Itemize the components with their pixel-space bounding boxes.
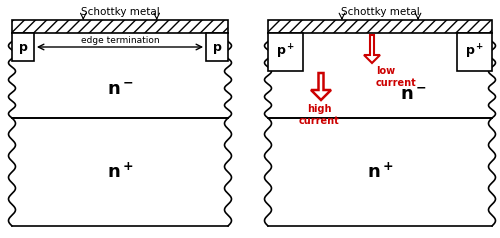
Bar (268, 20, 492, 33)
Text: edge termination: edge termination (80, 36, 160, 45)
Text: low
current: low current (376, 66, 417, 88)
Text: Schottky metal: Schottky metal (80, 7, 160, 17)
Bar (12, 20, 228, 33)
Bar (12, 20, 228, 33)
Text: $\mathbf{n^-}$: $\mathbf{n^-}$ (400, 85, 427, 104)
Bar (268, 20, 492, 33)
Bar (206, 33, 228, 61)
Polygon shape (311, 73, 331, 100)
Text: p: p (18, 40, 28, 54)
Polygon shape (364, 35, 380, 63)
Text: Schottky metal: Schottky metal (340, 7, 419, 17)
Text: $\mathbf{n^+}$: $\mathbf{n^+}$ (106, 162, 134, 182)
Bar (457, 33, 492, 71)
Text: high
current: high current (298, 104, 340, 126)
Text: p: p (212, 40, 222, 54)
Text: $\mathbf{n^-}$: $\mathbf{n^-}$ (106, 80, 134, 99)
Text: $\mathbf{p^+}$: $\mathbf{p^+}$ (276, 43, 295, 61)
Bar (268, 33, 303, 71)
Bar (12, 33, 34, 61)
Text: $\mathbf{n^+}$: $\mathbf{n^+}$ (366, 162, 394, 182)
Text: $\mathbf{p^+}$: $\mathbf{p^+}$ (465, 43, 484, 61)
